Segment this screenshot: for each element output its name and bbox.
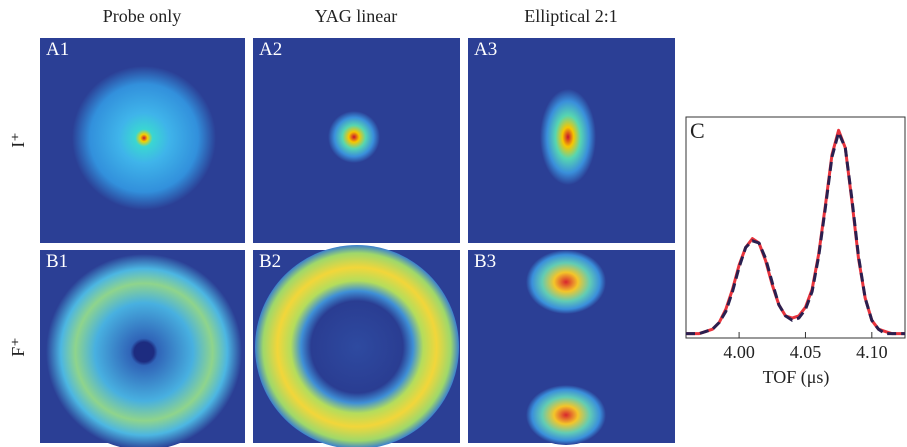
column-titles: Probe only YAG linear Elliptical 2:1 <box>103 6 618 26</box>
panel-label: B2 <box>259 251 281 272</box>
image <box>72 66 216 210</box>
panel-label: C <box>690 118 705 143</box>
x-tick-label: 4.10 <box>856 342 888 362</box>
column-title: Elliptical 2:1 <box>524 6 617 26</box>
row-label: F⁺ <box>8 337 28 357</box>
line <box>686 131 905 336</box>
x-tick-label: 4.05 <box>790 342 822 362</box>
image <box>46 254 242 447</box>
x-axis-label: TOF (μs) <box>763 367 830 388</box>
panel-label: A2 <box>259 39 282 60</box>
column-title: YAG linear <box>315 6 397 26</box>
image <box>526 385 606 445</box>
plot-frame <box>685 116 906 339</box>
image-panels: A1 A2 A3 B1 B2 B3 <box>40 38 675 447</box>
image <box>540 89 596 185</box>
row-label: I⁺ <box>8 132 28 148</box>
image <box>255 245 459 447</box>
panel-label: B3 <box>474 251 496 272</box>
x-tick-label: 4.00 <box>723 342 755 362</box>
panel-label: B1 <box>46 251 68 272</box>
panel-label: A3 <box>474 39 497 60</box>
image <box>526 250 606 314</box>
column-title: Probe only <box>103 6 182 26</box>
image <box>328 111 380 163</box>
line <box>686 128 905 336</box>
panel-label: A1 <box>46 39 69 60</box>
